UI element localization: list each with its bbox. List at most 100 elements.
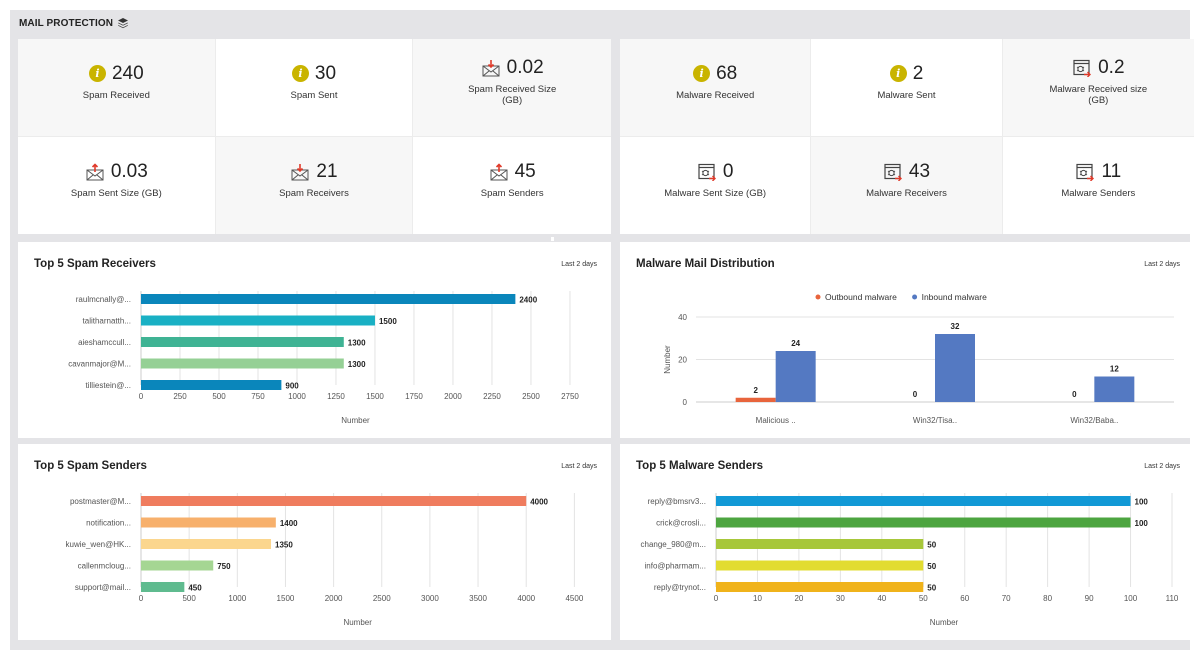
mail-in-icon xyxy=(482,60,500,77)
category-label: postmaster@M... xyxy=(70,497,131,506)
x-tick-label: 50 xyxy=(919,594,928,603)
info-icon: i xyxy=(889,65,907,83)
stat-tile[interactable]: i 240 Spam Received xyxy=(18,39,216,137)
stat-tile[interactable]: 0.03 Spam Sent Size (GB) xyxy=(18,136,216,234)
category-label: Win32/Baba.. xyxy=(1070,416,1118,425)
stat-tile[interactable]: i 30 Spam Sent xyxy=(215,39,414,137)
x-tick-label: 100 xyxy=(1124,594,1138,603)
stat-tile[interactable]: 21 Spam Receivers xyxy=(215,136,414,234)
stat-tile[interactable]: 0.02 Spam Received Size (GB) xyxy=(413,39,611,137)
x-tick-label: 2250 xyxy=(483,392,501,401)
top-spam-senders-card: Top 5 Spam Senders Last 2 days 0 500 1000 1… xyxy=(18,444,611,640)
x-axis-title: Number xyxy=(343,618,372,627)
category-label: Win32/Tisa.. xyxy=(913,416,957,425)
x-tick-label: 500 xyxy=(182,594,196,603)
time-range-label[interactable]: Last 2 days xyxy=(561,261,597,268)
x-tick-label: 500 xyxy=(212,392,226,401)
x-tick-label: 0 xyxy=(139,392,144,401)
bar-value-label: 100 xyxy=(1135,498,1149,507)
y-axis-title: Number xyxy=(663,345,672,374)
malware-distribution-card: Malware Mail Distribution Last 2 days 0 2… xyxy=(620,242,1194,438)
spam-senders-chart: 0 500 1000 1500 2000 2500 3000 3500 4000 4500 post… xyxy=(66,493,584,627)
legend-marker xyxy=(815,294,821,300)
bar xyxy=(141,560,214,571)
bar xyxy=(141,380,282,390)
stat-tile[interactable]: 43 Malware Receivers xyxy=(811,136,1003,234)
x-axis-title: Number xyxy=(930,618,959,627)
stat-tile[interactable]: i 2 Malware Sent xyxy=(811,39,1003,137)
x-tick-label: 30 xyxy=(836,594,845,603)
stat-label: Malware Receivers xyxy=(866,187,947,199)
x-tick-label: 1000 xyxy=(288,392,306,401)
bar-value-label: 50 xyxy=(927,584,936,593)
malware-window-icon xyxy=(884,163,902,181)
x-tick-label: 20 xyxy=(794,594,803,603)
category-label: cavanmajor@M... xyxy=(68,360,131,369)
x-tick-label: 1250 xyxy=(327,392,345,401)
x-tick-label: 3000 xyxy=(421,594,439,603)
stat-value: 0 xyxy=(722,160,734,182)
bar-value-label: 1400 xyxy=(280,519,298,528)
category-label: change_980@m... xyxy=(641,540,707,549)
bar-value-label: 750 xyxy=(217,562,231,571)
stat-value-row: 11 xyxy=(1075,160,1121,184)
section-header: MAIL PROTECTION xyxy=(19,17,129,29)
stat-value: 2 xyxy=(912,62,924,84)
layers-icon xyxy=(118,18,129,29)
stat-tile[interactable]: 11 Malware Senders xyxy=(1003,137,1194,235)
stat-value-row: 45 xyxy=(489,160,536,184)
bar xyxy=(141,517,276,528)
bar xyxy=(716,517,1131,528)
time-range-label[interactable]: Last 2 days xyxy=(1144,463,1180,470)
bar-value-label: 2 xyxy=(753,386,758,395)
x-tick-label: 0 xyxy=(714,594,719,603)
bar xyxy=(141,315,375,326)
x-tick-label: 1500 xyxy=(366,392,384,401)
mail-in-icon xyxy=(291,163,309,181)
card-title: Top 5 Malware Senders xyxy=(636,460,763,472)
stat-label: Malware Senders xyxy=(1061,187,1136,199)
stat-value: 68 xyxy=(716,62,738,84)
x-tick-label: 1750 xyxy=(405,392,423,401)
mail-out-icon xyxy=(490,163,508,181)
x-tick-label: 2000 xyxy=(444,392,462,401)
info-icon: i xyxy=(291,65,309,83)
x-tick-label: 1500 xyxy=(277,594,295,603)
stat-tile[interactable]: i 68 Malware Received xyxy=(620,39,812,137)
x-tick-label: 60 xyxy=(960,594,969,603)
category-label: kuwie_wen@HK... xyxy=(66,540,131,549)
card-title: Malware Mail Distribution xyxy=(636,258,775,270)
y-tick-label: 40 xyxy=(678,313,687,322)
stat-value: 0.02 xyxy=(506,57,544,79)
x-tick-label: 40 xyxy=(877,594,886,603)
x-tick-label: 750 xyxy=(251,392,265,401)
legend-label: Outbound malware xyxy=(825,292,897,302)
bar xyxy=(935,334,975,402)
stat-tile[interactable]: 0.2 Malware Received size (GB) xyxy=(1002,39,1194,137)
x-tick-label: 4500 xyxy=(565,594,583,603)
malware-senders-chart: 0 10 20 30 40 50 60 70 80 90 100 110 reply@bmsrv3...… xyxy=(641,493,1179,627)
section-title: MAIL PROTECTION xyxy=(19,17,114,29)
mail-protection-section: MAIL PROTECTION i 240 Spam Received i 30 Spam… xyxy=(10,10,1194,650)
y-tick-label: 20 xyxy=(678,356,687,365)
top-spam-receivers-card: Top 5 Spam Receivers Last 2 days 0 250 500… xyxy=(18,242,611,438)
stat-value-row: 43 xyxy=(883,160,930,184)
x-tick-label: 3500 xyxy=(469,594,487,603)
stat-value-row: 0 xyxy=(697,160,734,184)
category-label: callenmcloug... xyxy=(78,562,131,571)
stat-value: 0.03 xyxy=(110,160,148,182)
time-range-label[interactable]: Last 2 days xyxy=(561,463,597,470)
stat-tile[interactable]: 0 Malware Sent Size (GB) xyxy=(620,136,812,234)
stat-label: Malware Received xyxy=(676,89,755,101)
bar-value-label: 0 xyxy=(1072,390,1077,399)
time-range-label[interactable]: Last 2 days xyxy=(1144,261,1180,268)
x-tick-label: 2750 xyxy=(561,392,579,401)
stat-tile[interactable]: 45 Spam Senders xyxy=(413,137,611,235)
stat-value: 30 xyxy=(314,62,337,84)
stat-value-row: 0.2 xyxy=(1072,56,1125,80)
bar xyxy=(141,496,527,506)
category-label: support@mail... xyxy=(75,583,131,592)
stat-value: 43 xyxy=(908,160,931,182)
